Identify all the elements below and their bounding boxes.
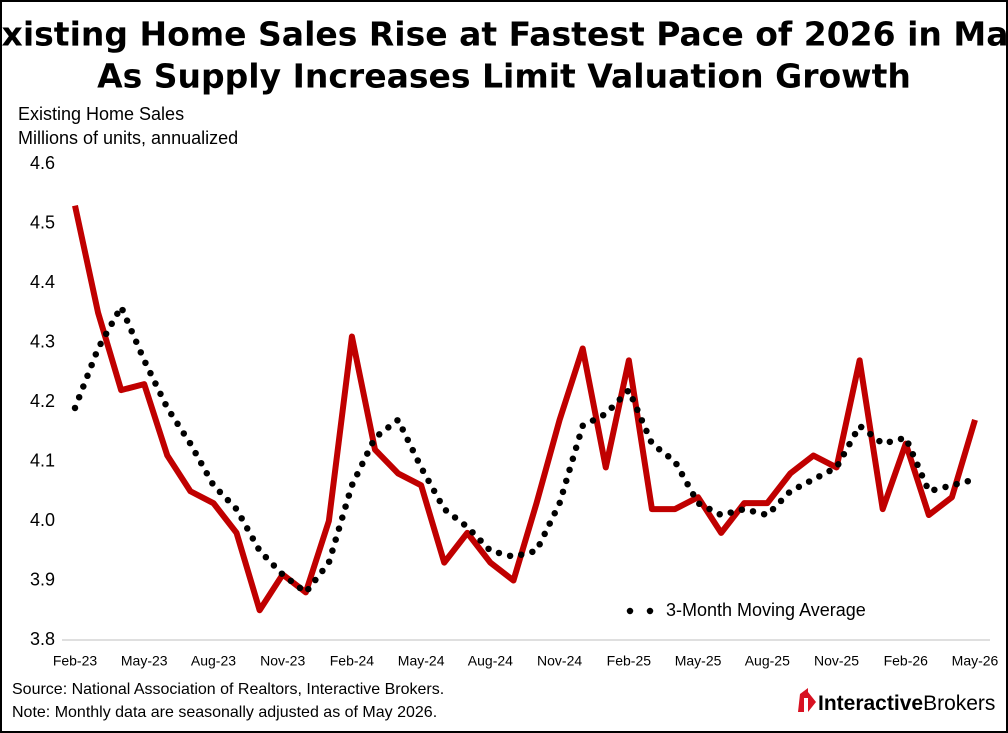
- x-tick-label: May-24: [398, 653, 445, 669]
- y-tick-label: 4.1: [30, 450, 55, 470]
- logo-icon: [798, 688, 816, 712]
- x-tick-label: Aug-25: [745, 653, 790, 669]
- x-tick-label: Aug-24: [468, 653, 513, 669]
- chart-title: As Supply Increases Limit Valuation Grow…: [97, 57, 911, 96]
- chart-title: Existing Home Sales Rise at Fastest Pace…: [0, 15, 1008, 54]
- legend-label: 3-Month Moving Average: [666, 600, 866, 620]
- x-tick-label: May-23: [121, 653, 168, 669]
- x-tick-label: Feb-25: [607, 653, 652, 669]
- y-tick-label: 4.5: [30, 212, 55, 232]
- x-tick-label: Nov-24: [537, 653, 582, 669]
- y-tick-label: 3.8: [30, 629, 55, 649]
- source: Source: National Association of Realtors…: [12, 681, 444, 698]
- x-tick-label: May-25: [675, 653, 722, 669]
- y-axis-label: Millions of units, annualized: [18, 128, 238, 148]
- y-tick-label: 4.3: [30, 331, 55, 351]
- y-tick-label: 4.6: [30, 153, 55, 173]
- x-tick-label: Aug-23: [191, 653, 236, 669]
- logo-part: Interactive: [818, 692, 923, 715]
- x-tick-label: Feb-23: [53, 653, 98, 669]
- y-tick-label: 4.4: [30, 272, 55, 292]
- y-tick-label: 4.0: [30, 510, 55, 530]
- y-tick-label: 4.2: [30, 391, 55, 411]
- note: Note: Monthly data are seasonally adjust…: [12, 704, 437, 721]
- x-tick-label: May-26: [952, 653, 999, 669]
- y-axis-label: Existing Home Sales: [18, 104, 184, 124]
- x-tick-label: Feb-24: [330, 653, 375, 669]
- x-tick-label: Nov-23: [260, 653, 305, 669]
- x-tick-label: Feb-26: [884, 653, 929, 669]
- x-tick-label: Nov-25: [814, 653, 859, 669]
- logo: InteractiveBrokers: [818, 692, 995, 715]
- logo-part: Brokers: [923, 692, 995, 715]
- sales-line: [72, 205, 978, 614]
- y-tick-label: 3.9: [30, 569, 55, 589]
